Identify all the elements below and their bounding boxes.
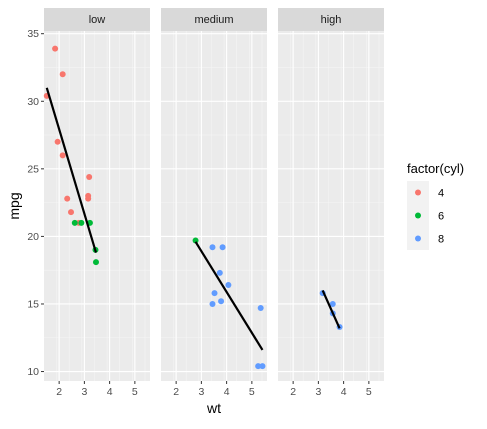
y-tick-label: 30 [27, 96, 39, 108]
x-tick-label: 3 [81, 386, 87, 398]
legend-key [415, 235, 421, 242]
x-tick-label: 2 [173, 386, 179, 398]
data-point [78, 219, 85, 226]
data-point [59, 71, 66, 78]
facet-strip [161, 8, 267, 31]
x-tick-label: 3 [315, 386, 321, 398]
x-tick-label: 5 [249, 386, 255, 398]
x-axis-title: wt [206, 400, 221, 416]
data-point [259, 363, 266, 370]
data-point [54, 138, 61, 145]
x-tick-label: 2 [56, 386, 62, 398]
legend-key [415, 212, 421, 219]
x-tick-label: 4 [341, 386, 347, 398]
facet-strip-label: medium [194, 14, 233, 26]
x-tick-label: 4 [224, 386, 230, 398]
data-point [52, 45, 59, 52]
facet-strip-label: low [89, 14, 106, 26]
y-tick-label: 25 [27, 163, 39, 175]
data-point [216, 269, 223, 276]
panel-background [278, 31, 384, 381]
y-tick-label: 15 [27, 298, 39, 310]
x-tick-label: 4 [107, 386, 113, 398]
y-tick-label: 10 [27, 366, 39, 378]
data-point [71, 219, 78, 226]
y-tick-label: 20 [27, 231, 39, 243]
fit-line [194, 241, 264, 351]
facet-strip-label: high [321, 14, 342, 26]
data-point [255, 363, 262, 370]
data-point [209, 300, 216, 307]
data-point [219, 244, 226, 251]
data-point [68, 209, 75, 216]
panel-background [161, 31, 267, 381]
data-point [209, 244, 216, 251]
data-point [64, 195, 71, 202]
x-tick-label: 3 [198, 386, 204, 398]
panel-background [44, 31, 150, 381]
y-axis-title: mpg [6, 192, 22, 219]
legend-label: 4 [438, 188, 444, 200]
data-point [218, 298, 225, 305]
data-point [59, 152, 66, 159]
legend-label: 6 [438, 211, 444, 223]
y-tick-label: 35 [27, 28, 39, 40]
data-point [225, 282, 232, 289]
x-tick-label: 5 [366, 386, 372, 398]
data-point [85, 192, 92, 199]
data-point [192, 237, 199, 244]
legend-title: factor(cyl) [407, 161, 464, 176]
data-point [92, 259, 99, 266]
facet-strip [44, 8, 150, 31]
data-point [211, 290, 218, 297]
data-point [257, 305, 264, 312]
x-tick-label: 2 [290, 386, 296, 398]
facet-strip [278, 8, 384, 31]
legend-key [415, 189, 421, 196]
fit-line [45, 87, 98, 253]
data-point [86, 173, 93, 180]
legend-label: 8 [438, 234, 444, 246]
x-tick-label: 5 [132, 386, 138, 398]
fit-line [321, 290, 341, 329]
data-point [329, 300, 336, 307]
